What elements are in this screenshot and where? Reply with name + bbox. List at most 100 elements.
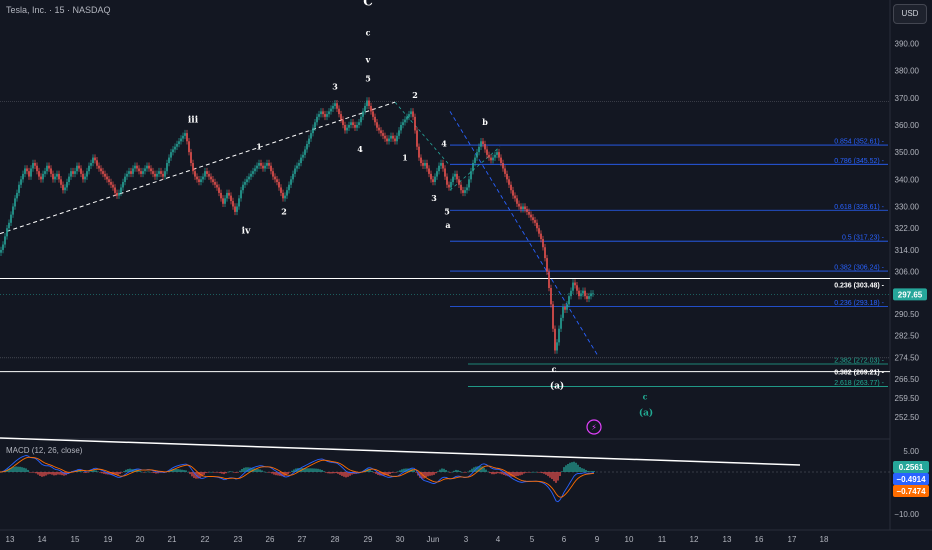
replay-icon[interactable] xyxy=(586,419,602,435)
time-tick-label: 12 xyxy=(690,535,699,544)
candle-body xyxy=(122,182,124,188)
symbol-title: Tesla, Inc. · 15 · NASDAQ xyxy=(6,5,111,15)
candle-body xyxy=(216,184,218,188)
candle-body xyxy=(518,203,520,207)
time-tick-label: 27 xyxy=(298,535,307,544)
candle-body xyxy=(168,157,170,164)
candle-body xyxy=(298,163,300,166)
macd-histogram-bar xyxy=(271,472,273,474)
macd-histogram-bar xyxy=(105,472,107,475)
candle-body xyxy=(62,184,64,191)
candle-body xyxy=(104,173,106,177)
candle-body xyxy=(316,116,318,123)
candle-body xyxy=(166,163,168,172)
macd-histogram-bar xyxy=(281,472,283,477)
time-tick-label: 16 xyxy=(755,535,764,544)
macd-histogram-bar xyxy=(393,472,395,473)
macd-histogram-bar xyxy=(311,468,313,472)
candle-body xyxy=(342,119,344,125)
macd-histogram-bar xyxy=(439,469,441,472)
candle-body xyxy=(550,288,552,305)
macd-histogram-bar xyxy=(429,472,431,476)
macd-histogram-bar xyxy=(139,470,141,472)
time-tick-label: 4 xyxy=(496,535,501,544)
candle-body xyxy=(308,138,310,144)
macd-histogram-bar xyxy=(145,471,147,473)
macd-histogram-bar xyxy=(471,468,473,472)
macd-histogram-bar xyxy=(521,472,523,475)
candle-body xyxy=(74,171,76,174)
candle-body xyxy=(460,184,462,191)
macd-histogram-bar xyxy=(249,467,251,472)
candle-body xyxy=(478,146,480,153)
candle-body xyxy=(382,133,384,136)
time-tick-label: 28 xyxy=(331,535,340,544)
candle-body xyxy=(270,165,272,172)
candle-body xyxy=(464,190,466,193)
macd-histogram-bar xyxy=(307,468,309,472)
candle-body xyxy=(128,171,130,174)
candle-body xyxy=(236,206,238,212)
signal-line xyxy=(0,456,595,498)
wave-label: 4 xyxy=(441,139,447,149)
currency-button[interactable]: USD xyxy=(893,4,927,24)
candle-body xyxy=(120,187,122,193)
macd-histogram-bar xyxy=(15,466,17,472)
macd-histogram-bar xyxy=(327,472,329,474)
candle-body xyxy=(330,108,332,112)
candle-body xyxy=(530,214,532,218)
macd-histogram-bar xyxy=(63,472,65,476)
candle-body xyxy=(582,290,584,294)
macd-histogram-bar xyxy=(579,467,581,472)
candle-body xyxy=(480,141,482,147)
candle-body xyxy=(154,173,156,177)
candle-body xyxy=(336,103,338,109)
candle-body xyxy=(82,173,84,180)
macd-histogram-bar xyxy=(275,472,277,476)
macd-histogram-bar xyxy=(101,472,103,474)
macd-histogram-bar xyxy=(27,469,29,472)
price-tick-label: 259.50 xyxy=(895,394,920,403)
candle-body xyxy=(436,171,438,177)
macd-histogram-bar xyxy=(239,470,241,472)
candle-body xyxy=(400,124,402,131)
macd-histogram-bar xyxy=(501,472,503,475)
candle-body xyxy=(576,285,578,291)
candle-body xyxy=(326,114,328,117)
candle-body xyxy=(86,171,88,177)
macd-histogram-bar xyxy=(421,472,423,479)
macd-histogram-bar xyxy=(463,472,465,473)
macd-histogram-bar xyxy=(25,468,27,472)
candle-body xyxy=(102,171,104,174)
macd-value-tag: 0.2561 xyxy=(899,463,924,472)
macd-histogram-bar xyxy=(245,467,247,472)
candle-body xyxy=(368,100,370,106)
candle-body xyxy=(8,222,10,229)
macd-histogram-bar xyxy=(285,472,287,476)
macd-histogram-bar xyxy=(389,472,391,475)
macd-histogram-bar xyxy=(23,467,25,472)
candle-body xyxy=(592,293,594,295)
macd-histogram-bar xyxy=(545,472,547,475)
macd-histogram-bar xyxy=(325,472,327,473)
macd-histogram-bar xyxy=(387,472,389,475)
candle-body xyxy=(418,146,420,158)
macd-histogram-bar xyxy=(415,472,417,473)
macd-histogram-bar xyxy=(299,468,301,472)
candle-body xyxy=(202,176,204,180)
candle-body xyxy=(38,171,40,177)
candle-body xyxy=(570,290,572,297)
candle-body xyxy=(414,116,416,131)
candle-body xyxy=(490,157,492,161)
candle-body xyxy=(338,108,340,115)
candle-body xyxy=(248,176,250,180)
candle-body xyxy=(560,317,562,329)
macd-histogram-bar xyxy=(123,471,125,472)
candle-body xyxy=(22,173,24,180)
macd-histogram-bar xyxy=(313,468,315,472)
macd-histogram-bar xyxy=(555,472,557,483)
support-line-label: 0.382 (269.21) - xyxy=(834,370,884,377)
candle-body xyxy=(590,293,592,297)
